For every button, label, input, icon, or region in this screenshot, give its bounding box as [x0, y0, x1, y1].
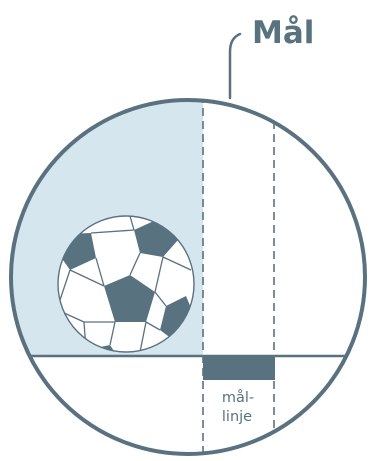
goal-line-bar	[203, 356, 275, 380]
diagram-title: Mål	[252, 15, 314, 51]
goal-line-label-line2: linje	[222, 409, 252, 425]
goal-line-label-line1: mål-	[222, 389, 254, 406]
soccer-ball-icon	[57, 215, 195, 353]
magnifier-circle	[9, 98, 367, 456]
title-leader-line	[228, 32, 242, 100]
magnified-view	[11, 100, 365, 454]
